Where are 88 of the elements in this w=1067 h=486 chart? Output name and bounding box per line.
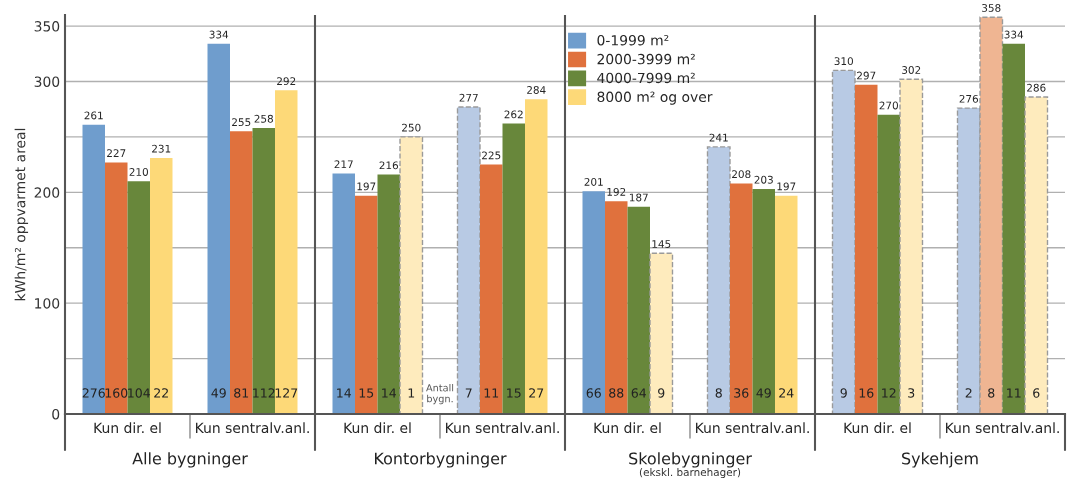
data-label: 334 (209, 30, 229, 39)
annotation: 16 (859, 388, 874, 398)
text: Alle bygninger (132, 452, 248, 468)
annotation: 7 (465, 388, 472, 398)
data-label: 217 (334, 160, 353, 168)
data-label: 262 (504, 110, 523, 119)
text: Skolebygninger (629, 452, 752, 468)
annotation: 12 (882, 388, 896, 398)
data-label: 208 (732, 170, 751, 179)
annotation: 160 (105, 388, 128, 398)
annotation: 66 (586, 388, 601, 398)
annotation: 9 (840, 388, 847, 398)
annotation: 276 (82, 388, 105, 398)
data-label: 187 (629, 193, 648, 202)
annotation: 49 (756, 388, 771, 398)
data-label: 277 (459, 93, 478, 102)
legend-label: 4000-7999 m² (597, 72, 695, 84)
annotation: 27 (529, 388, 544, 398)
data-label: 197 (357, 182, 376, 191)
annotation: 127 (275, 388, 298, 398)
annotation: 88 (609, 388, 624, 398)
data-label: 286 (1027, 83, 1046, 92)
x-tick-label: Kun dir. el (94, 422, 161, 434)
text: Kontorbygninger (375, 452, 507, 468)
legend-label: 2000-3999 m² (597, 53, 695, 65)
annotation: 14 (382, 388, 396, 398)
data-label: 250 (402, 123, 421, 132)
data-label: 197 (777, 182, 796, 191)
annotation: 81 (234, 388, 249, 398)
annotation: 15 (359, 388, 374, 398)
annotation: 15 (507, 388, 521, 398)
annotation: 2 (965, 388, 972, 398)
data-label: 270 (879, 101, 898, 110)
annotation: 3 (908, 388, 915, 398)
data-label: 201 (584, 178, 603, 186)
legend-label: 0-1999 m² (597, 34, 669, 46)
text: (ekskl. barnehager) (639, 468, 741, 479)
y-tick-label: 200 (34, 187, 60, 198)
data-label: 255 (232, 118, 251, 127)
data-label: 192 (607, 187, 626, 196)
y-tick-label: 0 (52, 408, 60, 420)
data-label: 145 (652, 240, 671, 248)
data-label: 261 (84, 111, 103, 120)
data-label: 241 (709, 133, 728, 142)
annotation: 6 (1033, 388, 1040, 398)
x-tick-label: Kun sentralv.anl. (946, 422, 1059, 434)
data-label: 276 (959, 94, 979, 103)
annotation: 1 (408, 388, 415, 398)
data-label: 216 (379, 161, 399, 170)
x-tick-label: Kun sentralv.anl. (446, 422, 559, 434)
annotation: 11 (1007, 388, 1021, 398)
data-label: 310 (834, 57, 853, 66)
annotation: 64 (631, 388, 646, 398)
data-label: 231 (152, 144, 171, 153)
y-axis-title: kWh/m² oppvarmet areal (14, 128, 29, 301)
data-label: 225 (482, 151, 501, 160)
x-tick-label: Kun sentralv.anl. (196, 422, 309, 434)
data-label: 334 (1004, 30, 1024, 39)
annotation: 8 (988, 388, 995, 398)
data-label: 210 (129, 168, 148, 176)
annotation: 104 (128, 388, 150, 398)
data-label: 358 (982, 3, 1001, 12)
x-tick-label: Kun dir. el (344, 422, 411, 434)
legend-label: 8000 m² og over (597, 91, 713, 105)
annotation: 9 (658, 388, 665, 398)
annotation: 112 (253, 388, 275, 398)
y-tick-label: 100 (35, 298, 60, 309)
x-tick-label: Kun dir. el (594, 422, 661, 434)
data-label: 297 (857, 71, 876, 80)
x-tick-label: Kun dir. el (844, 422, 911, 434)
text: Sykehjem (902, 452, 978, 468)
data-label: 302 (902, 66, 921, 74)
data-label: 258 (254, 114, 273, 123)
annotation: 11 (484, 388, 499, 398)
data-label: 203 (754, 175, 773, 184)
data-label: 227 (107, 149, 126, 157)
x-tick-label: Kun sentralv.anl. (696, 422, 809, 434)
data-label: 284 (527, 86, 546, 94)
data-label: 292 (277, 77, 296, 86)
annotation: Antall bygn. (426, 383, 454, 405)
y-tick-label: 350 (34, 21, 60, 32)
y-tick-label: 300 (34, 76, 60, 87)
annotation: 36 (734, 388, 749, 398)
annotation: 24 (779, 388, 794, 398)
annotation: 14 (337, 388, 351, 398)
annotation: 49 (211, 388, 226, 398)
annotation: 22 (154, 388, 168, 398)
annotation: 8 (715, 388, 722, 398)
